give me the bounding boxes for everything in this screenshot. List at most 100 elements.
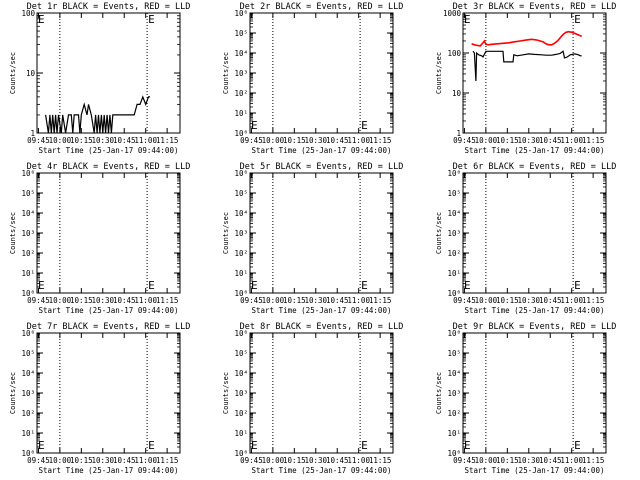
chart-title: Det 2r BLACK = Events, RED = LLD	[240, 2, 404, 12]
y-tick-label: 10³	[447, 389, 461, 398]
y-tick-label: 10⁶	[447, 329, 461, 338]
x-tick-label: 09:45	[240, 136, 263, 145]
y-tick-label: 1	[456, 129, 461, 138]
y-tick-label: 10⁰	[234, 449, 248, 458]
y-tick-label: 10⁶	[21, 169, 35, 178]
y-tick-label: 100	[21, 9, 35, 18]
chart-panel: Det 6r BLACK = Events, RED = LLD Counts/s…	[435, 162, 616, 315]
y-tick-label: 10⁰	[447, 289, 461, 298]
y-tick-label: 10	[26, 69, 36, 78]
chart-title: Det 1r BLACK = Events, RED = LLD	[27, 2, 191, 12]
x-tick-label: 10:30	[517, 456, 540, 465]
x-tick-label: 09:45	[240, 296, 263, 305]
y-tick-label: 10²	[21, 409, 35, 418]
y-tick-label: 10²	[21, 249, 35, 258]
y-tick-label: 10¹	[234, 109, 248, 118]
x-tick-label: 10:30	[91, 456, 114, 465]
event-marker-label: E	[361, 279, 368, 292]
x-tick-label: 11:15	[369, 136, 392, 145]
x-tick-label: 11:00	[347, 456, 370, 465]
y-tick-label: 10¹	[447, 429, 461, 438]
x-tick-label: 10:15	[283, 136, 306, 145]
x-tick-label: 10:45	[113, 456, 136, 465]
chart-panel: Det 2r BLACK = Events, RED = LLD Counts/s…	[222, 2, 403, 155]
x-tick-label: 11:00	[134, 296, 157, 305]
y-tick-label: 10⁴	[447, 209, 461, 218]
x-tick-label: 10:15	[70, 136, 93, 145]
x-tick-label: 10:15	[70, 456, 93, 465]
x-axis-label: Start Time (25-Jan-17 09:44:00)	[252, 466, 392, 475]
y-axis-label: Counts/sec	[222, 212, 230, 254]
event-marker-label: E	[574, 279, 581, 292]
plot-frame	[36, 12, 181, 134]
x-tick-label: 10:15	[283, 296, 306, 305]
event-marker-label: E	[251, 119, 258, 132]
event-marker-label: E	[38, 439, 45, 452]
event-marker-label: E	[464, 13, 471, 26]
event-marker-label: E	[361, 439, 368, 452]
x-tick-label: 10:30	[304, 456, 327, 465]
y-tick-label: 10⁵	[447, 189, 461, 198]
x-tick-label: 11:00	[134, 456, 157, 465]
y-tick-label: 10¹	[234, 429, 248, 438]
y-tick-label: 10⁵	[447, 349, 461, 358]
x-tick-label: 10:30	[91, 136, 114, 145]
event-marker-label: E	[38, 279, 45, 292]
chart-panel: Det 3r BLACK = Events, RED = LLD Counts/s…	[435, 2, 616, 155]
x-tick-label: 10:30	[304, 296, 327, 305]
plot-frame	[462, 172, 607, 294]
event-marker-label: E	[148, 439, 155, 452]
event-marker-label: E	[464, 439, 471, 452]
x-tick-label: 09:45	[453, 456, 476, 465]
x-tick-label: 10:00	[49, 136, 72, 145]
plot-frame	[249, 12, 394, 134]
plot-frame	[462, 332, 607, 454]
chart-title: Det 4r BLACK = Events, RED = LLD	[27, 162, 191, 172]
chart-panel: Det 1r BLACK = Events, RED = LLD Counts/s…	[9, 2, 190, 155]
y-axis-label: Counts/sec	[435, 372, 443, 414]
y-tick-label: 10³	[21, 389, 35, 398]
event-marker-label: E	[574, 439, 581, 452]
chart-panel: Det 4r BLACK = Events, RED = LLD Counts/s…	[9, 162, 190, 315]
x-tick-label: 11:00	[560, 136, 583, 145]
y-tick-label: 10²	[234, 409, 248, 418]
x-tick-label: 10:00	[475, 296, 498, 305]
x-tick-label: 10:00	[49, 456, 72, 465]
y-tick-label: 10⁴	[234, 369, 248, 378]
y-axis-label: Counts/sec	[9, 52, 17, 94]
x-tick-label: 10:45	[326, 136, 349, 145]
y-axis-label: Counts/sec	[9, 212, 17, 254]
y-tick-label: 10⁰	[21, 289, 35, 298]
x-tick-label: 11:15	[582, 296, 605, 305]
y-tick-label: 1000	[443, 9, 462, 18]
y-tick-label: 10⁶	[234, 329, 248, 338]
series-line	[472, 50, 582, 82]
event-marker-label: E	[464, 279, 471, 292]
y-tick-label: 10⁶	[21, 329, 35, 338]
series-line	[45, 95, 150, 134]
x-tick-label: 11:15	[582, 456, 605, 465]
x-tick-label: 11:15	[582, 136, 605, 145]
event-marker-label: E	[574, 13, 581, 26]
x-tick-label: 10:45	[326, 456, 349, 465]
x-tick-label: 09:45	[27, 136, 50, 145]
x-axis-label: Start Time (25-Jan-17 09:44:00)	[465, 146, 605, 155]
x-tick-label: 09:45	[27, 456, 50, 465]
x-tick-label: 09:45	[27, 296, 50, 305]
x-axis-label: Start Time (25-Jan-17 09:44:00)	[252, 306, 392, 315]
y-tick-label: 10⁴	[234, 49, 248, 58]
x-tick-label: 10:15	[283, 456, 306, 465]
chart-title: Det 6r BLACK = Events, RED = LLD	[453, 162, 617, 172]
y-tick-label: 10⁰	[234, 289, 248, 298]
x-tick-label: 10:45	[539, 136, 562, 145]
y-tick-label: 10	[452, 89, 462, 98]
y-axis-label: Counts/sec	[435, 212, 443, 254]
chart-panel: Det 7r BLACK = Events, RED = LLD Counts/s…	[9, 322, 190, 475]
x-tick-label: 10:15	[496, 296, 519, 305]
x-tick-label: 11:00	[347, 296, 370, 305]
x-tick-label: 10:00	[262, 136, 285, 145]
y-tick-label: 10⁶	[234, 9, 248, 18]
y-tick-label: 10⁵	[234, 189, 248, 198]
plot-frame	[36, 332, 181, 454]
chart-title: Det 3r BLACK = Events, RED = LLD	[453, 2, 617, 12]
